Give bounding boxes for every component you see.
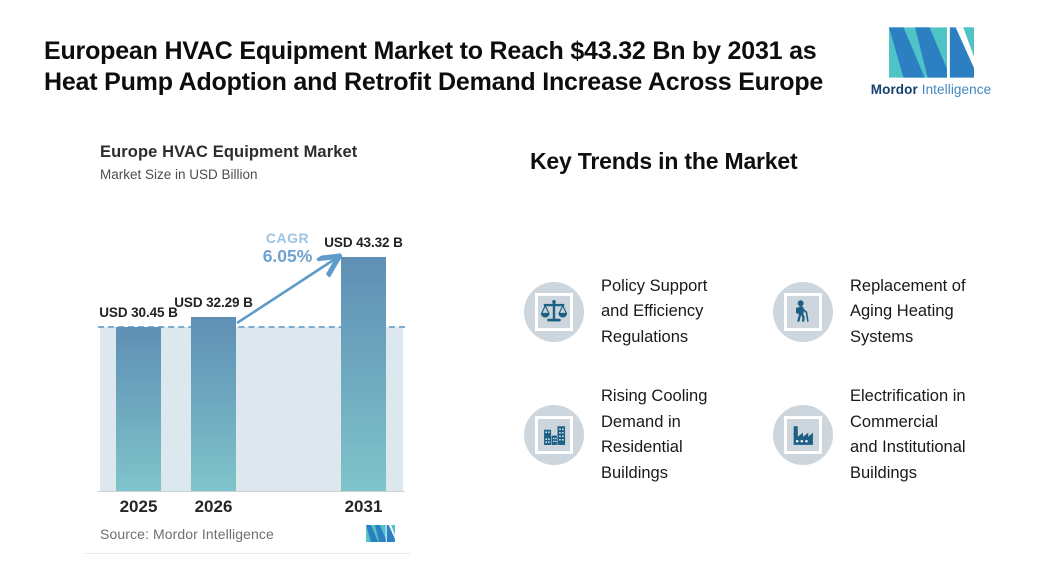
trend-label: Electrification in Commercial and Instit… (850, 387, 966, 482)
trend-item-replacement-aging-heating: Replacement of Aging Heating Systems (773, 250, 1033, 374)
bar-value-label: USD 32.29 B (174, 294, 253, 310)
trend-label: Policy Support and Efficiency Regulation… (601, 276, 708, 346)
baseline-dashed-line (98, 325, 405, 328)
brand-block: Mordor Intelligence (866, 27, 996, 97)
bar-value-label: USD 30.45 B (99, 304, 178, 320)
cagr-annotation: CAGR 6.05% (245, 230, 330, 267)
bar-2026 (191, 316, 236, 491)
mordor-intelligence-logo-icon (888, 27, 974, 78)
bar-value-label: USD 43.32 B (324, 235, 403, 251)
mordor-intelligence-logo-small-icon (366, 525, 395, 542)
x-axis-label: 2025 (119, 497, 158, 516)
chart-title: Europe HVAC Equipment Market (100, 143, 358, 161)
buildings-icon (535, 416, 573, 454)
bar-2025 (116, 326, 161, 491)
cagr-growth-arrow-icon (236, 245, 355, 325)
x-axis-label: 2026 (194, 497, 233, 516)
brand-name: Mordor Intelligence (866, 82, 996, 97)
x-axis-line (98, 491, 405, 492)
trend-icon-circle (773, 405, 833, 465)
trend-icon-circle (773, 282, 833, 342)
trend-label: Replacement of Aging Heating Systems (850, 276, 966, 346)
trend-item-policy-support: Policy Support and Efficiency Regulation… (524, 250, 784, 374)
trend-label: Rising Cooling Demand in Residential Bui… (601, 387, 708, 482)
brand-name-light: Intelligence (921, 82, 992, 97)
x-axis-label: 2031 (344, 497, 383, 516)
source-text: Source: Mordor Intelligence (100, 525, 274, 542)
chart-subtitle: Market Size in USD Billion (100, 167, 258, 182)
trend-icon-circle (524, 405, 584, 465)
trend-item-rising-cooling-demand: Rising Cooling Demand in Residential Bui… (524, 373, 784, 497)
bar-2031 (341, 257, 386, 491)
factory-icon (784, 416, 822, 454)
bar-chart-plot: USD 30.45 B 2025 USD 32.29 B 2026 USD 43.32 … (85, 125, 410, 554)
page-title: European HVAC Equipment Market to Reach … (44, 37, 824, 96)
cagr-label: CAGR (265, 230, 310, 246)
market-chart-card: USD 30.45 B 2025 USD 32.29 B 2026 USD 43.32 … (85, 125, 410, 554)
trend-item-electrification-buildings: Electrification in Commercial and Instit… (773, 373, 1033, 497)
scales-icon (535, 293, 573, 331)
elderly-person-icon (784, 293, 822, 331)
source-row: Source: Mordor Intelligence (100, 525, 395, 542)
trend-icon-circle (524, 282, 584, 342)
trends-heading: Key Trends in the Market (530, 148, 798, 174)
cagr-value: 6.05% (262, 246, 313, 266)
brand-name-bold: Mordor (870, 82, 918, 97)
